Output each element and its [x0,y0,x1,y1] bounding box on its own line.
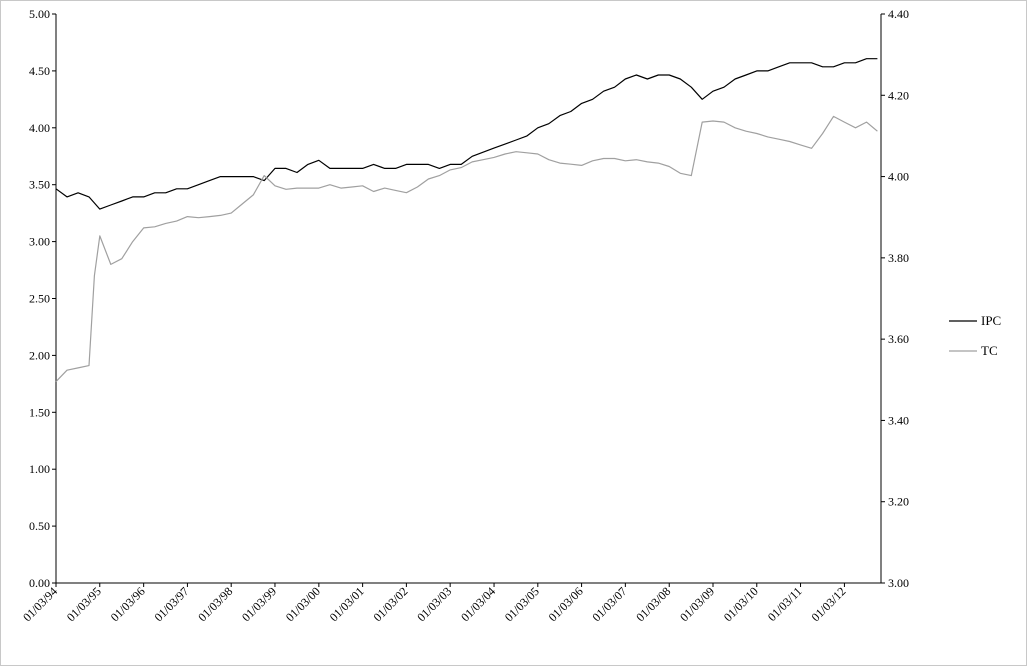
x-tick-label: 01/03/11 [765,584,805,624]
left-tick-label: 4.00 [29,121,50,135]
right-tick-label: 3.80 [888,251,909,265]
left-tick-label: 3.50 [29,178,50,192]
x-tick-label: 01/03/98 [195,584,235,624]
x-tick-label: 01/03/09 [677,584,717,624]
series-line-ipc [55,58,878,210]
x-tick-label: 01/03/95 [64,584,104,624]
x-tick-label: 01/03/08 [633,584,673,624]
legend: IPC TC [949,313,1001,358]
x-tick-label: 01/03/04 [458,584,498,624]
x-tick-label: 01/03/05 [502,584,542,624]
left-tick-label: 3.00 [29,235,50,249]
left-tick-label: 4.50 [29,64,50,78]
x-tick-label: 01/03/97 [151,584,191,624]
x-tick-label: 01/03/99 [239,584,279,624]
x-tick-label: 01/03/10 [721,584,761,624]
legend-label-ipc: IPC [981,313,1001,328]
x-tick-label: 01/03/96 [108,584,148,624]
right-tick-label: 4.40 [888,7,909,21]
right-tick-label: 4.20 [888,88,909,102]
right-tick-label: 3.00 [888,576,909,590]
right-tick-label: 4.00 [888,170,909,184]
left-tick-label: 0.00 [29,576,50,590]
right-tick-label: 3.20 [888,495,909,509]
x-tick-label: 01/03/07 [589,584,629,624]
series-line-tc [55,115,878,383]
x-tick-label: 01/03/02 [370,584,410,624]
left-tick-label: 0.50 [29,519,50,533]
left-tick-label: 2.00 [29,348,50,362]
legend-label-tc: TC [981,343,998,358]
left-tick-label: 2.50 [29,292,50,306]
right-tick-label: 3.40 [888,413,909,427]
left-tick-label: 1.00 [29,462,50,476]
x-tick-label: 01/03/00 [283,584,323,624]
x-tick-label: 01/03/12 [808,584,848,624]
left-tick-label: 5.00 [29,7,50,21]
right-tick-label: 3.60 [888,332,909,346]
x-tick-label: 01/03/06 [546,584,586,624]
x-tick-label: 01/03/94 [20,584,60,624]
x-tick-label: 01/03/01 [327,584,367,624]
series-lines [55,58,878,383]
x-tick-label: 01/03/03 [414,584,454,624]
axes: 0.00 0.50 1.00 1.50 2.00 2.50 3.00 3.50 4.00 4.50… [20,7,909,624]
left-tick-label: 1.50 [29,405,50,419]
